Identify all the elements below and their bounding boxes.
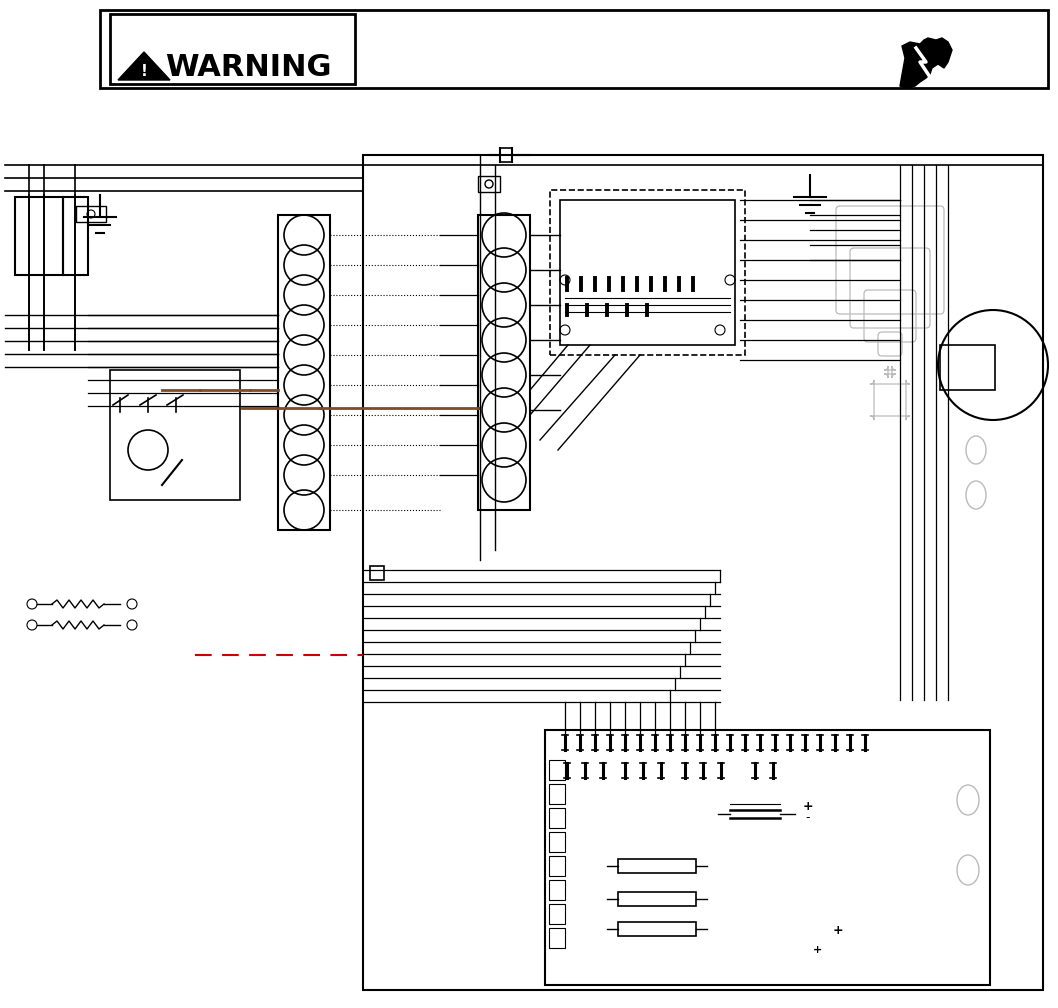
Bar	[549, 808, 565, 828]
Bar	[278, 215, 330, 530]
Text: +: +	[803, 799, 814, 812]
Bar	[15, 197, 63, 275]
Bar	[478, 176, 500, 192]
Bar	[110, 14, 355, 84]
Text: -: -	[806, 811, 810, 825]
Bar	[618, 859, 696, 873]
Bar	[549, 928, 565, 948]
Bar	[101, 10, 1048, 88]
Text: WARNING: WARNING	[165, 52, 331, 82]
Polygon shape	[900, 38, 952, 88]
Bar	[110, 370, 240, 500]
Bar	[63, 197, 88, 275]
Text: +: +	[814, 946, 823, 955]
Bar	[549, 784, 565, 804]
Bar	[549, 760, 565, 780]
Bar	[550, 190, 745, 355]
Bar	[370, 566, 384, 580]
Bar	[478, 215, 530, 510]
Bar	[618, 922, 696, 936]
Polygon shape	[118, 52, 170, 80]
Bar	[618, 892, 696, 906]
Bar	[560, 200, 735, 345]
Text: +: +	[833, 923, 843, 936]
Text: !: !	[141, 65, 147, 80]
Bar	[549, 856, 565, 876]
Bar	[76, 206, 106, 222]
Bar	[549, 880, 565, 900]
Bar	[363, 155, 1043, 990]
Bar	[545, 730, 990, 985]
Bar	[549, 832, 565, 852]
Bar	[940, 345, 995, 390]
Bar	[549, 904, 565, 924]
